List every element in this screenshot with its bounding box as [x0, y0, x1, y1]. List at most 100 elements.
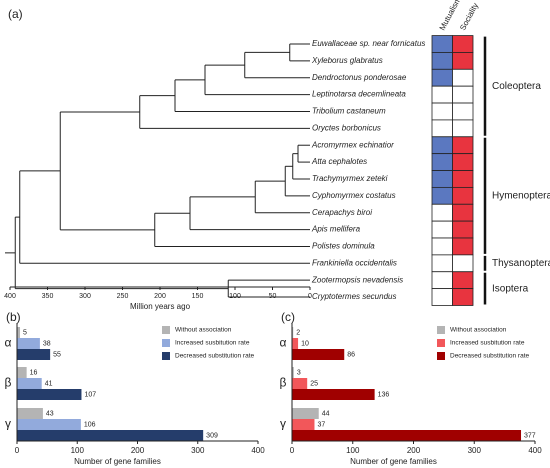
- bar: [17, 327, 21, 338]
- bar: [17, 389, 82, 400]
- x-tick-label: 300: [191, 446, 205, 455]
- x-tick-label: 0: [15, 446, 20, 455]
- trait-cell: [452, 35, 474, 53]
- value-label: 16: [30, 369, 38, 376]
- legend-label: Increased susbitution rate: [450, 340, 525, 347]
- value-label: 106: [84, 421, 96, 428]
- trait-cell: [452, 136, 474, 155]
- value-label: 38: [43, 340, 51, 347]
- value-label: 377: [524, 432, 536, 439]
- legend-label: Decreased substitution rate: [450, 353, 530, 360]
- bar: [292, 430, 522, 441]
- trait-cell: [452, 153, 474, 171]
- trait-cell: [431, 136, 453, 155]
- trait-cell: [452, 186, 474, 205]
- species-label: Polistes dominula: [312, 242, 375, 251]
- bar: [292, 378, 308, 389]
- value-label: 136: [378, 391, 390, 398]
- species-label: Euwallaceae sp. near fornicatus: [312, 39, 425, 48]
- species-label: Tribolium castaneum: [312, 107, 386, 116]
- trait-cell: [431, 68, 453, 87]
- trait-cell: [431, 85, 453, 104]
- x-tick-label: 250: [117, 293, 129, 300]
- trait-cell: [431, 52, 453, 70]
- bar: [17, 349, 51, 360]
- category-label: γ: [5, 417, 11, 431]
- value-label: 43: [46, 410, 54, 417]
- trait-cell: [452, 254, 474, 273]
- legend-swatch: [437, 326, 445, 334]
- value-label: 86: [347, 351, 355, 358]
- category-label: β: [280, 376, 287, 390]
- value-label: 25: [310, 380, 318, 387]
- bar: [292, 389, 375, 400]
- x-tick-label: 350: [42, 293, 54, 300]
- trait-cell: [431, 271, 453, 290]
- trait-cell: [431, 102, 453, 121]
- value-label: 44: [322, 410, 330, 417]
- x-tick-label: 300: [79, 293, 91, 300]
- species-label: Xyleborus glabratus: [311, 56, 383, 65]
- x-tick-label: 200: [407, 446, 421, 455]
- value-label: 107: [84, 391, 96, 398]
- trait-cell: [452, 102, 474, 121]
- trait-cell: [452, 220, 474, 239]
- trait-cell: [452, 237, 474, 256]
- legend-swatch: [162, 352, 170, 360]
- category-label: α: [5, 336, 12, 350]
- clade-label: Coleoptera: [492, 81, 541, 92]
- trait-cell: [431, 237, 453, 256]
- x-tick-label: 100: [71, 446, 85, 455]
- trait-cell: [452, 119, 474, 138]
- x-tick-label: 400: [528, 446, 542, 455]
- bar: [292, 367, 294, 378]
- x-tick-label: 100: [229, 293, 241, 300]
- value-label: 10: [301, 340, 309, 347]
- bar: [17, 419, 81, 430]
- species-label: Atta cephalotes: [311, 157, 367, 166]
- trait-cell: [431, 254, 453, 273]
- bar: [17, 378, 42, 389]
- panel-label: (a): [8, 7, 23, 21]
- legend-swatch: [437, 339, 445, 347]
- x-tick-label: 0: [290, 446, 295, 455]
- legend-label: Decreased substitution rate: [175, 353, 255, 360]
- category-label: γ: [280, 417, 286, 431]
- trait-cell: [431, 170, 453, 188]
- trait-cell: [452, 203, 474, 222]
- panel-label: (c): [281, 310, 295, 324]
- species-label: Zootermopsis nevadensis: [311, 275, 403, 284]
- value-label: 5: [23, 329, 27, 336]
- species-label: Cerapachys biroi: [312, 208, 372, 217]
- value-label: 309: [206, 432, 218, 439]
- panel-label: (b): [6, 310, 21, 324]
- x-tick-label: 300: [468, 446, 482, 455]
- species-label: Apis mellifera: [311, 225, 361, 234]
- clade-label: Hymenoptera: [492, 190, 550, 201]
- trait-cell: [431, 119, 453, 138]
- trait-cell: [431, 35, 453, 53]
- legend-label: Without association: [450, 327, 507, 334]
- bar: [292, 327, 294, 338]
- legend-label: Without association: [175, 327, 232, 334]
- trait-cell: [452, 288, 474, 306]
- legend-swatch: [162, 326, 170, 334]
- bar: [17, 430, 204, 441]
- x-axis-title: Number of gene families: [350, 457, 437, 466]
- bar: [292, 419, 315, 430]
- trait-cell: [452, 85, 474, 104]
- x-tick-label: 150: [192, 293, 204, 300]
- category-label: α: [280, 336, 287, 350]
- bar: [17, 367, 27, 378]
- x-tick-label: 200: [131, 446, 145, 455]
- x-tick-label: 50: [269, 293, 277, 300]
- trait-cell: [431, 288, 453, 306]
- value-label: 37: [317, 421, 325, 428]
- legend-swatch: [162, 339, 170, 347]
- bar: [292, 408, 319, 419]
- trait-cell: [452, 170, 474, 188]
- bar: [292, 338, 299, 349]
- bar: [292, 349, 345, 360]
- species-label: Acromyrmex echinatior: [311, 140, 394, 149]
